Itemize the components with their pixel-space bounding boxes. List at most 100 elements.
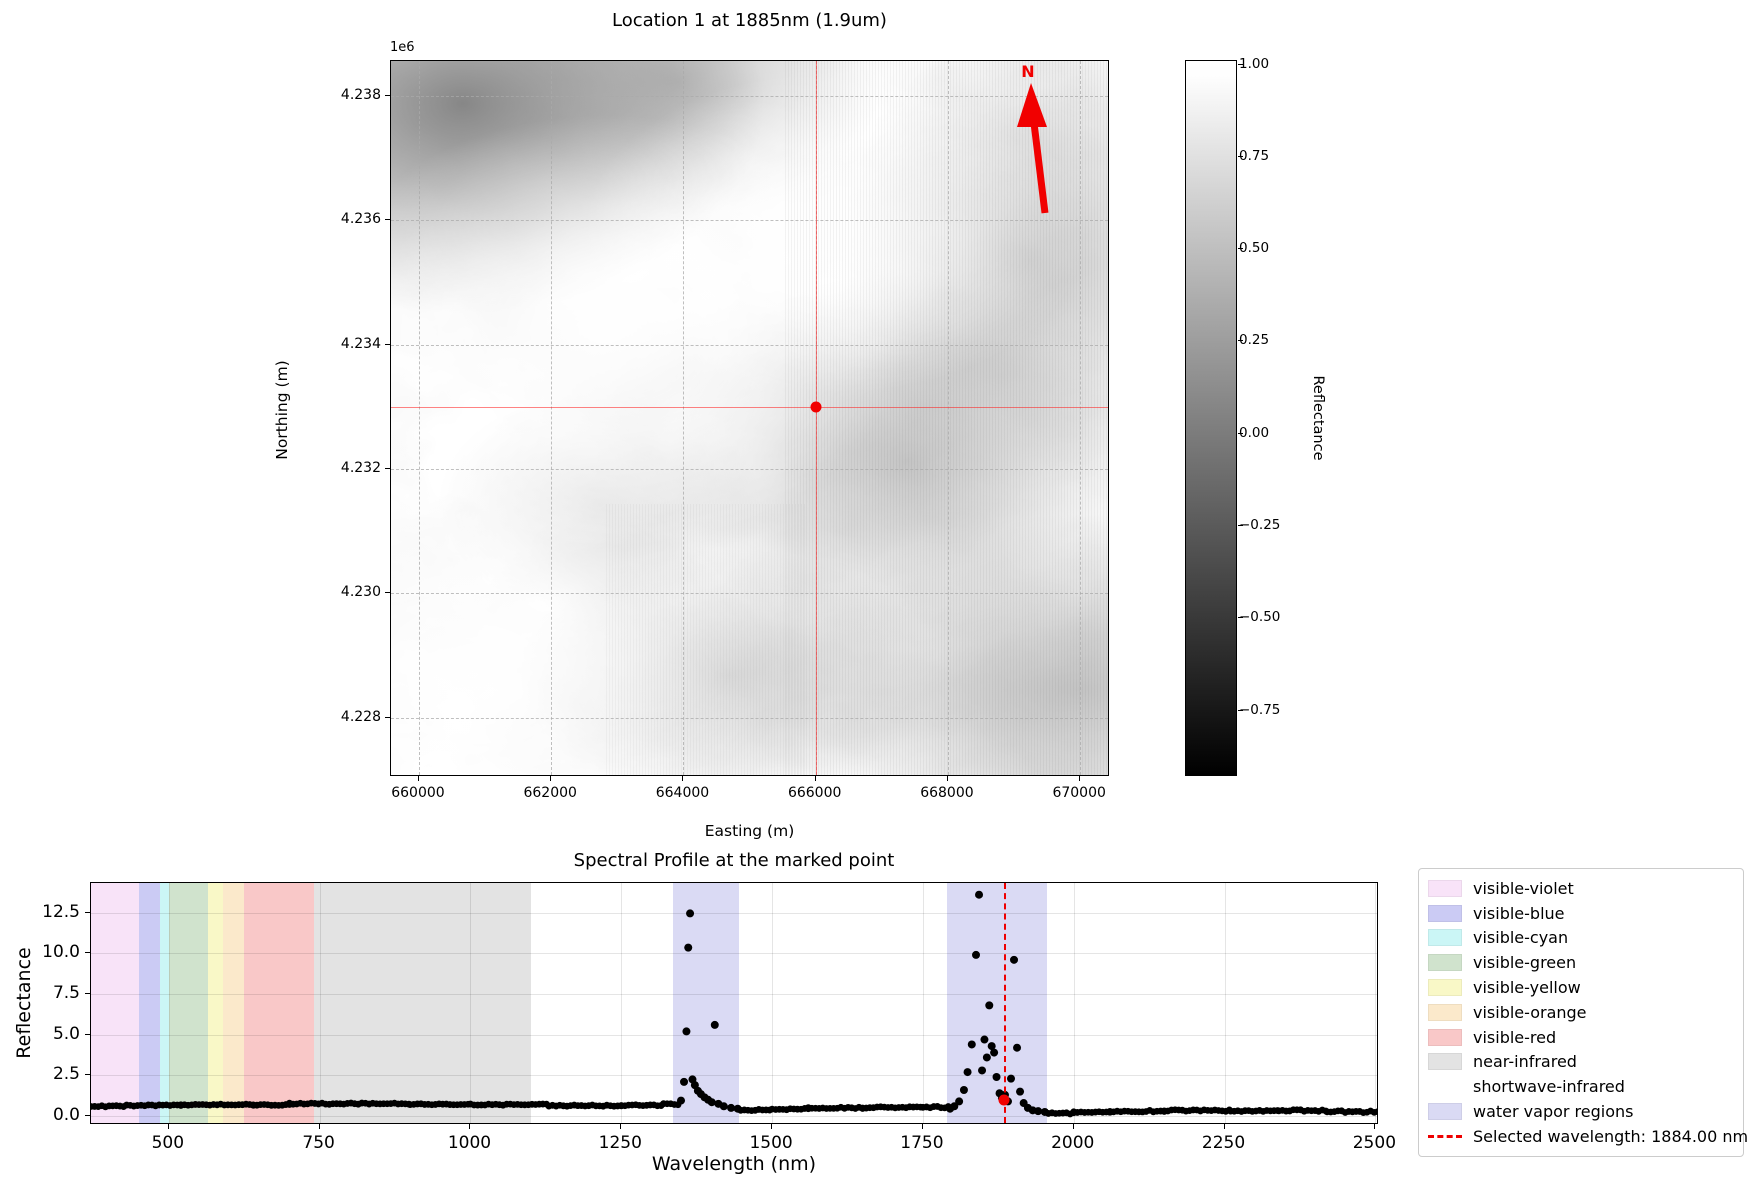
map-x-tickmark — [417, 776, 419, 781]
map-gridline-v — [683, 61, 685, 775]
spectral-x-tick-label: 2000 — [1051, 1133, 1095, 1153]
spectral-x-tickmark — [1374, 1124, 1376, 1129]
spectral-gridline-v — [922, 883, 924, 1123]
map-crosshair-horizontal — [391, 406, 1108, 408]
spectral-x-tickmark — [620, 1124, 622, 1129]
legend-item-label: visible-red — [1473, 1027, 1557, 1047]
spectral-y-tickmark — [85, 992, 90, 994]
spectral-gridline-h — [91, 993, 1377, 995]
spectral-x-axis-label: Wavelength (nm) — [651, 1153, 817, 1175]
legend-item-label: shortwave-infrared — [1473, 1077, 1625, 1097]
spectral-x-tick-label: 2500 — [1352, 1133, 1397, 1153]
legend-color-swatch — [1428, 979, 1462, 997]
spectral-gridline-h — [91, 953, 1377, 955]
colorbar-tick-label: −0.25 — [1239, 517, 1281, 534]
map-x-axis-label: Easting (m) — [704, 822, 795, 840]
map-y-tickmark — [385, 343, 390, 345]
map-x-tickmark — [1079, 776, 1081, 781]
map-x-tick-label: 666000 — [787, 785, 842, 801]
spectral-y-tick-label: 0.0 — [52, 1105, 80, 1126]
band-visible-blue — [138, 883, 160, 1123]
colorbar-tick-label: −0.50 — [1239, 609, 1281, 626]
spectral-gridline-v — [1224, 883, 1226, 1123]
spectral-x-tickmark — [921, 1124, 923, 1129]
spectral-gridline-v — [621, 883, 623, 1123]
map-gridline-h — [391, 95, 1108, 97]
map-x-tick-label: 662000 — [523, 785, 577, 801]
colorbar-tick-label: 0.00 — [1239, 424, 1270, 441]
map-gridline-h — [391, 344, 1108, 346]
legend-item-shortwave-infrared: shortwave-infrared — [1428, 1074, 1733, 1099]
map-gridline-h — [391, 593, 1108, 595]
legend-color-swatch — [1428, 1078, 1462, 1096]
legend-item-visible-cyan: visible-cyan — [1428, 926, 1733, 951]
spectral-x-tick-label: 2250 — [1201, 1133, 1246, 1153]
spectral-y-tick-label: 7.5 — [52, 982, 80, 1003]
north-arrow-label: N — [1021, 62, 1034, 81]
map-y-tickmark — [385, 94, 390, 96]
map-y-tick-label: 4.234 — [340, 335, 381, 352]
map-y-tick-label: 4.232 — [340, 459, 381, 476]
colorbar-tickmark — [1238, 248, 1243, 250]
legend-box: visible-violet visible-blue visible-cyan vi… — [1418, 868, 1748, 1157]
spectral-x-tick-label: 1000 — [447, 1133, 492, 1153]
map-gridline-v — [551, 61, 553, 775]
spectral-x-tickmark — [1223, 1124, 1225, 1129]
map-x-tick-label: 660000 — [391, 785, 445, 801]
spectral-gridline-h — [91, 1034, 1377, 1036]
map-image-cloud-shading — [391, 61, 1108, 775]
spectral-y-tick-label: 5.0 — [52, 1023, 80, 1044]
map-gridline-h — [391, 220, 1108, 222]
legend-color-swatch — [1428, 929, 1462, 947]
map-y-tick-label: 4.236 — [340, 211, 381, 228]
legend-item-label: visible-green — [1473, 953, 1577, 973]
map-x-tick-label: 670000 — [1052, 785, 1106, 801]
spectral-plot-area — [90, 882, 1378, 1124]
legend-item-selected-wavelength-1884-00-nm: Selected wavelength: 1884.00 nm — [1428, 1124, 1748, 1149]
spectral-gridline-v — [1375, 883, 1377, 1123]
band-near-infrared — [313, 883, 531, 1123]
map-y-tick-label: 4.228 — [340, 708, 381, 725]
spectral-x-tick-label: 1750 — [900, 1133, 944, 1153]
legend-item-label: visible-yellow — [1473, 978, 1581, 998]
legend-item-label: water vapor regions — [1473, 1102, 1634, 1122]
spectral-x-tickmark — [1072, 1124, 1074, 1129]
selected-wavelength-line — [1003, 883, 1006, 1123]
map-y-tick-label: 4.230 — [340, 584, 381, 601]
colorbar-tickmark — [1238, 709, 1243, 711]
map-y-tickmark — [385, 219, 390, 221]
map-y-tick-label: 4.238 — [340, 86, 381, 103]
legend-item-label: visible-cyan — [1473, 928, 1569, 948]
spectral-x-tick-label: 500 — [151, 1133, 185, 1153]
legend-color-swatch — [1428, 904, 1462, 922]
map-x-tickmark — [682, 776, 684, 781]
colorbar-tick-label: 0.50 — [1239, 240, 1270, 257]
spectral-x-tickmark — [318, 1124, 320, 1129]
spectral-y-tickmark — [85, 911, 90, 913]
map-x-tick-label: 668000 — [920, 785, 974, 801]
map-gridline-h — [391, 717, 1108, 719]
map-x-tickmark — [550, 776, 552, 781]
legend-item-label: visible-orange — [1473, 1002, 1587, 1022]
legend-item-water-vapor-regions: water vapor regions — [1428, 1099, 1733, 1124]
legend-item-label: visible-violet — [1473, 878, 1574, 898]
colorbar-tickmark — [1238, 155, 1243, 157]
legend-dashed-line-swatch — [1428, 1134, 1462, 1138]
band-visible-green — [168, 883, 209, 1123]
spectral-y-tickmark — [85, 1033, 90, 1035]
map-x-tickmark — [814, 776, 816, 781]
legend-item-visible-blue: visible-blue — [1428, 901, 1733, 926]
spectral-gridline-v — [168, 883, 170, 1123]
band-visible-orange — [223, 883, 245, 1123]
colorbar-tickmark — [1238, 617, 1243, 619]
legend-item-label: near-infrared — [1473, 1052, 1577, 1072]
spectral-x-tickmark — [771, 1124, 773, 1129]
legend-item-visible-red: visible-red — [1428, 1025, 1733, 1050]
colorbar-tickmark — [1238, 432, 1243, 434]
colorbar — [1185, 60, 1237, 776]
spectral-gridline-v — [470, 883, 472, 1123]
map-selected-point-marker — [810, 401, 822, 413]
map-y-tickmark — [385, 716, 390, 718]
band-water-vapor-region-2 — [947, 883, 1047, 1123]
map-x-tick-label: 664000 — [655, 785, 710, 801]
